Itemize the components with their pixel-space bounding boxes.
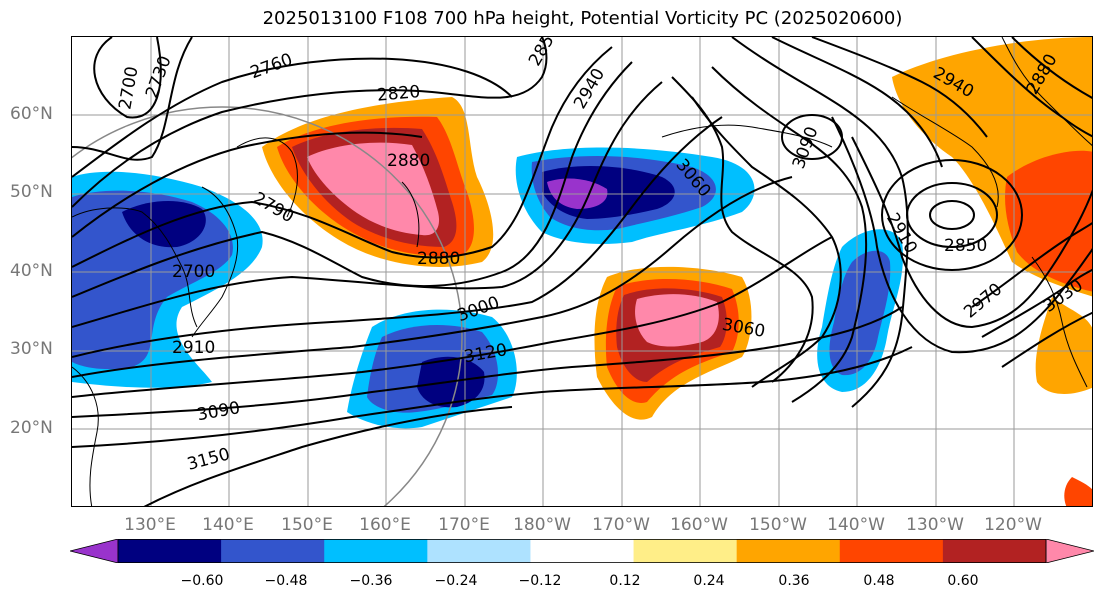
colorbar-outline [117,539,1047,563]
longitude-label: 150°E [281,515,333,535]
colorbar-segment [118,539,222,563]
reference-circle [72,106,463,506]
contour-label: 2880 [417,249,460,269]
colorbar-segment [942,539,1047,563]
contour-label: 2910 [172,338,215,358]
map-panel: 2700 2730 2760 2820 2850 2940 2880 2880 … [71,36,1093,507]
colorbar-tick: 0.24 [693,573,725,589]
colorbar-segment [839,539,944,563]
height-contours [72,37,1092,506]
longitude-label: 160°W [670,515,728,535]
colorbar-tick: 0.36 [778,573,810,589]
contour-label: 2820 [376,82,421,106]
colorbar-tick: 0.12 [609,573,641,589]
contour-label: 3150 [185,444,232,475]
longitude-label: 150°W [749,515,807,535]
latitude-label: 30°N [10,339,53,359]
contour-label: 2850 [525,37,564,70]
colorbar-extend-high [1045,539,1094,563]
contour-label: 2880 [387,151,430,171]
colorbar-segment [633,539,738,563]
contour-label: 2940 [570,65,609,112]
coastlines [72,37,1092,506]
colorbar-tick: −0.60 [180,573,224,589]
contour-label: 2700 [172,262,215,282]
colorbar-segment [221,539,325,563]
colorbar-tick: −0.24 [434,573,478,589]
colorbar-segment [427,539,531,563]
longitude-label: 130°E [124,515,176,535]
contour-labels: 2700 2730 2760 2820 2850 2940 2880 2880 … [115,37,1086,475]
longitude-label: 130°W [906,515,964,535]
colorbar-segment [324,539,428,563]
colorbar-extend-low [70,539,119,563]
longitude-label: 120°W [984,515,1042,535]
colorbar-segment [530,539,635,563]
colorbar-tick: −0.48 [264,573,308,589]
colorbar [70,539,1094,563]
contour-label: 2760 [248,50,295,84]
longitude-label: 140°W [827,515,885,535]
longitude-label: 170°E [438,515,490,535]
colorbar-tick: −0.12 [518,573,562,589]
latitude-label: 20°N [10,418,53,438]
longitude-label: 170°W [592,515,650,535]
contour-label: 2730 [142,53,176,100]
longitude-label: 180°W [513,515,571,535]
latitude-label: 60°N [10,104,53,124]
latitude-label: 50°N [10,182,53,202]
contour-label: 2850 [944,236,987,256]
longitude-label: 160°E [359,515,411,535]
colorbar-tick: 0.60 [947,573,979,589]
colorbar-segments [70,539,1094,563]
contour-label: 3090 [196,398,242,425]
graticule [72,37,1092,506]
colorbar-segment [736,539,841,563]
colorbar-tick: −0.36 [349,573,393,589]
map-title: 2025013100 F108 700 hPa height, Potentia… [262,8,903,29]
map-canvas: 2700 2730 2760 2820 2850 2940 2880 2880 … [72,37,1092,506]
contour-label: 2970 [960,279,1006,322]
contour-label: 2700 [115,65,142,111]
longitude-label: 140°E [202,515,254,535]
colorbar-tick: 0.48 [863,573,895,589]
latitude-label: 40°N [10,261,53,281]
